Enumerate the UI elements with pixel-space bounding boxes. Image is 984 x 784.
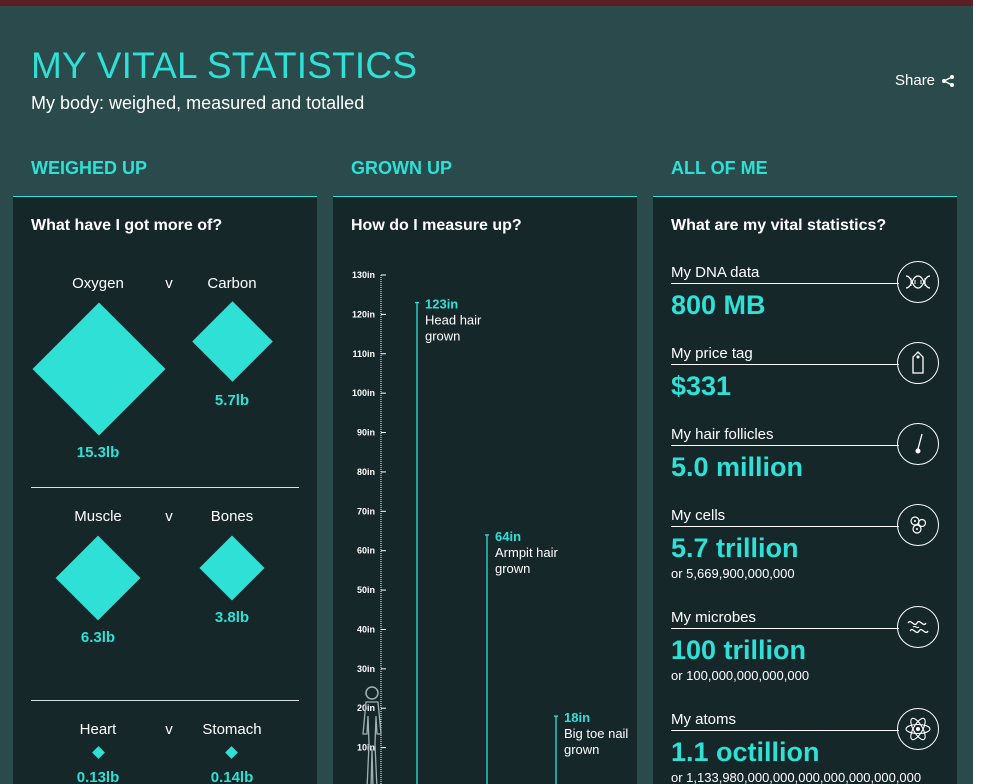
comparison-left-value: 6.3lb [80, 629, 116, 646]
stat-underline [671, 283, 899, 284]
stat-value: $331 [671, 371, 732, 401]
growth-bar-label: Head hair [425, 313, 482, 328]
stat-subvalue: or 5,669,900,000,000 [671, 566, 795, 581]
y-tick-label: 10in [357, 743, 375, 753]
page-title: MY VITAL STATISTICS [31, 45, 418, 86]
stat-label: My price tag [671, 345, 753, 362]
y-tick-label: 50in [357, 585, 375, 595]
carbon-diamond [192, 301, 273, 382]
weighed-up-panel: What have I got more of? Oxygen v Carbon… [13, 196, 317, 784]
price-tag-icon [897, 342, 939, 384]
stat-underline [671, 730, 899, 731]
hair-follicle-icon [897, 423, 939, 465]
y-tick-label: 130in [352, 270, 375, 280]
y-tick-label: 100in [352, 388, 375, 398]
atom-icon [897, 708, 939, 750]
y-tick-label: 80in [357, 467, 375, 477]
growth-bar-label: grown [564, 742, 599, 757]
stomach-diamond [225, 746, 238, 759]
page-subtitle: My body: weighed, measured and totalled [31, 93, 365, 113]
comparison-left-label: Oxygen [72, 275, 124, 292]
versus-label: v [165, 508, 173, 525]
dna-icon [897, 261, 939, 303]
stat-value: 5.7 trillion [671, 533, 799, 563]
y-tick-label: 70in [357, 506, 375, 516]
growth-bar-label: grown [495, 561, 530, 576]
cells-icon [897, 504, 939, 546]
growth-bar-label: Armpit hair [495, 545, 559, 560]
comparison-right-label: Stomach [202, 721, 262, 738]
stat-underline [671, 628, 899, 629]
growth-bar-value: 64in [495, 529, 521, 544]
stat-value: 1.1 octillion [671, 737, 820, 767]
y-tick-label: 90in [357, 428, 375, 438]
stat-label: My cells [671, 507, 726, 524]
share-label: Share [895, 72, 936, 89]
comparison-right-value: 5.7lb [214, 392, 250, 409]
comparison-right-value: 0.14lb [210, 769, 254, 784]
grown-up-panel: How do I measure up? 130in 120in 110in 100i… [333, 196, 637, 784]
growth-bar-value: 123in [425, 297, 458, 312]
comparison-right-label: Bones [210, 508, 254, 525]
growth-bar-label: grown [425, 329, 460, 344]
stat-underline [671, 364, 899, 365]
comparison-left-label: Muscle [74, 508, 122, 525]
stat-label: My hair follicles [671, 426, 774, 443]
bones-diamond [199, 535, 265, 601]
y-tick-label: 40in [357, 624, 375, 634]
stat-value: 5.0 million [671, 452, 804, 482]
heart-diamond [92, 746, 105, 759]
y-tick-label: 30in [357, 664, 375, 674]
oxygen-diamond [32, 302, 166, 436]
stat-label: My atoms [671, 711, 737, 728]
growth-bar-label: Big toe nail [564, 726, 628, 741]
comparison-right-label: Carbon [207, 275, 257, 292]
stat-subvalue: or 100,000,000,000,000 [671, 668, 810, 683]
stat-value: 100 trillion [671, 635, 807, 665]
versus-label: v [165, 721, 173, 738]
microbes-icon [897, 606, 939, 648]
stat-underline [671, 445, 899, 446]
all-of-me-panel: What are my vital statistics? My DNA dat… [653, 196, 957, 784]
stat-subvalue: or 1,133,980,000,000,000,000,000,000,000 [671, 770, 922, 784]
divider [31, 700, 299, 701]
weighed-up-heading: WEIGHED UP [31, 158, 148, 178]
grown-question: How do I measure up? [351, 217, 522, 234]
share-button[interactable]: Share [895, 72, 955, 89]
comparison-left-value: 0.13lb [76, 769, 120, 784]
growth-chart: 130in 120in 110in 100in 90in 80in 70in 60in 50in… [352, 270, 628, 784]
top-bar [0, 0, 973, 6]
growth-bar-value: 18in [564, 710, 590, 725]
divider [31, 487, 299, 488]
y-tick-label: 110in [352, 349, 375, 359]
versus-label: v [165, 275, 173, 292]
stat-label: My DNA data [671, 264, 760, 281]
stat-value: 800 MB [671, 290, 766, 320]
comparison-right-value: 3.8lb [214, 609, 250, 626]
human-silhouette-icon [362, 686, 382, 784]
comparison-left-label: Heart [79, 721, 117, 738]
y-tick-label: 60in [357, 546, 375, 556]
stat-underline [671, 526, 899, 527]
share-icon [942, 74, 955, 87]
comparison-left-value: 15.3lb [76, 444, 120, 461]
all-of-me-heading: ALL OF ME [671, 158, 768, 178]
weighed-question: What have I got more of? [31, 217, 223, 234]
muscle-diamond [55, 535, 141, 621]
grown-up-heading: GROWN UP [351, 158, 452, 178]
y-tick-label: 120in [352, 309, 375, 319]
stat-label: My microbes [671, 609, 757, 626]
all-question: What are my vital statistics? [671, 217, 887, 234]
